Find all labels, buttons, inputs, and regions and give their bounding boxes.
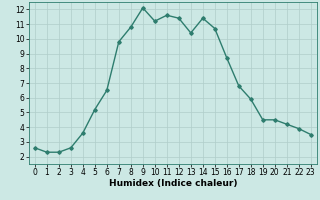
X-axis label: Humidex (Indice chaleur): Humidex (Indice chaleur) (108, 179, 237, 188)
